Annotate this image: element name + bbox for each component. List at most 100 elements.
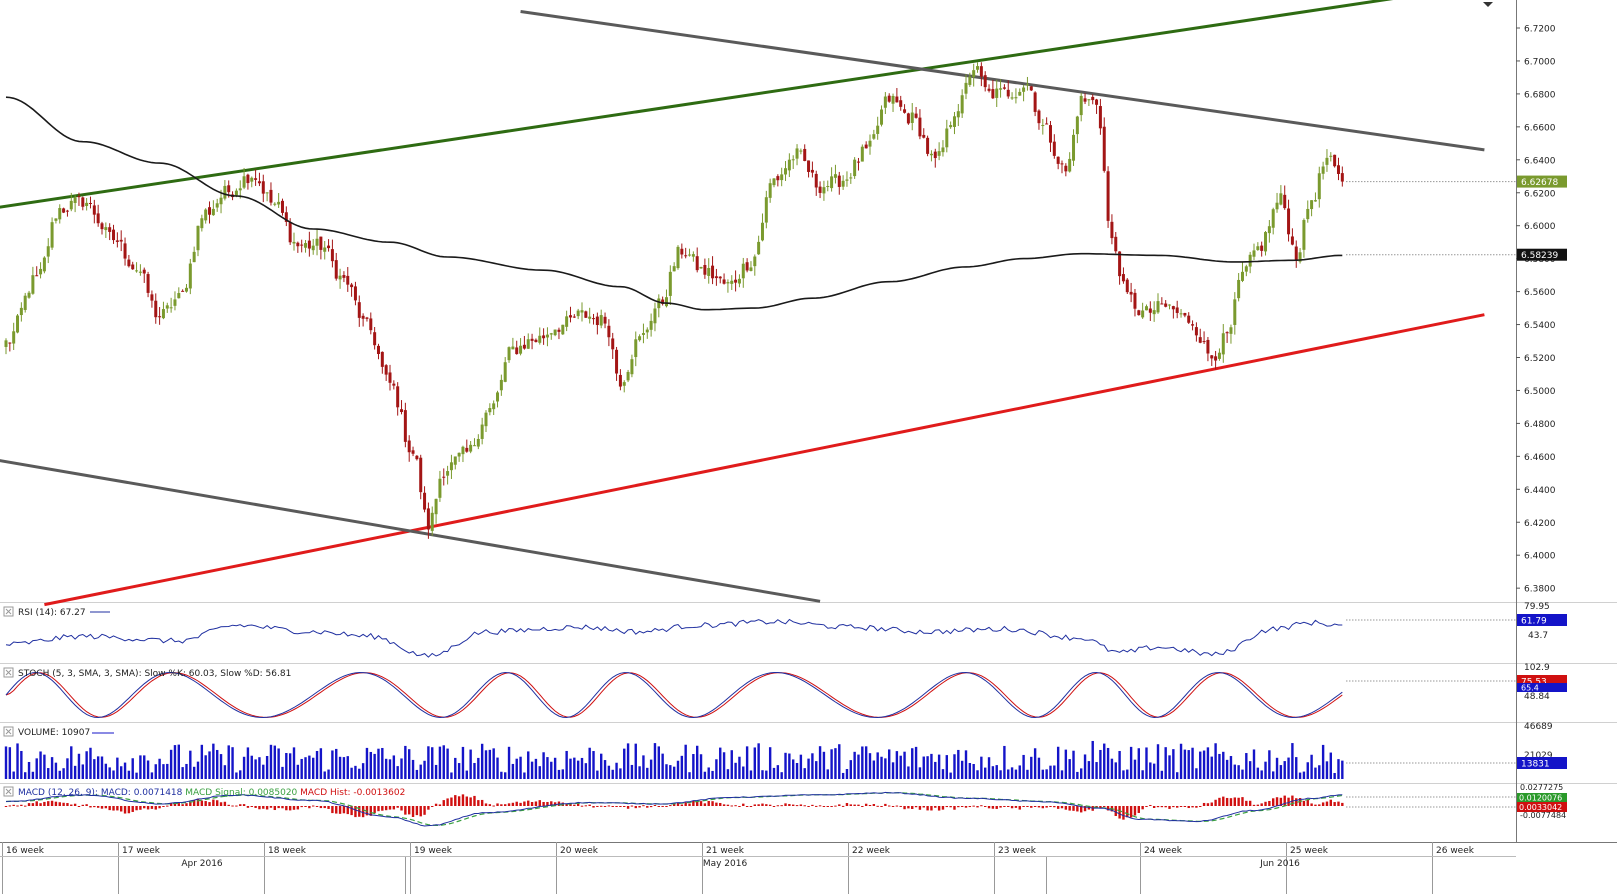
macd-hist-bar	[450, 797, 453, 806]
candle-body	[1060, 163, 1064, 165]
volume-bar	[477, 757, 480, 779]
volume-bar	[1056, 746, 1060, 779]
volume-bar	[454, 757, 457, 779]
volume-bar	[953, 754, 956, 779]
volume-bar	[922, 756, 925, 779]
macd-hist-bar	[400, 806, 403, 811]
macd-hist-bar	[1241, 797, 1244, 806]
candle-body	[16, 315, 20, 333]
macd-hist-bar	[715, 802, 718, 806]
volume-bar	[1206, 747, 1210, 779]
macd-hist-bar	[542, 801, 545, 806]
candle-body	[699, 266, 703, 269]
macd-hist-bar	[949, 806, 952, 808]
macd-hist-bar	[638, 806, 641, 808]
candle-body	[726, 282, 730, 284]
macd-hist-bar	[423, 806, 426, 815]
candle-body	[588, 316, 592, 319]
candle-body	[146, 274, 150, 293]
last-price-tag-label: 6.62678	[1521, 178, 1558, 188]
candle-body	[465, 447, 469, 452]
macd-hist-bar	[492, 805, 495, 807]
volume-bar	[1114, 762, 1117, 779]
volume-bar	[469, 749, 472, 779]
volume-bar	[542, 752, 545, 779]
macd-tick-label: -0.0077484	[1520, 811, 1566, 820]
macd-hist-bar	[139, 806, 142, 810]
macd-hist-bar	[66, 803, 69, 806]
candle-body	[1160, 303, 1164, 305]
price-tick-label: 6.5000	[1524, 387, 1556, 397]
candle-body	[323, 247, 327, 252]
volume-bar	[1030, 756, 1033, 779]
volume-bar	[684, 744, 687, 779]
candle-body	[1248, 254, 1252, 267]
volume-bar	[657, 746, 660, 779]
candle-body	[407, 440, 411, 453]
volume-bar	[849, 760, 852, 779]
volume-bar	[795, 762, 799, 779]
macd-hist-bar	[780, 805, 783, 807]
candle-body	[1083, 98, 1087, 102]
volume-bar	[369, 751, 372, 779]
candle-body	[161, 309, 165, 319]
candle-body	[1068, 158, 1072, 172]
macd-hist-bar	[964, 806, 968, 808]
volume-bar	[914, 746, 918, 779]
volume-bar	[761, 770, 764, 779]
candle-body	[764, 197, 768, 223]
candle-body	[776, 176, 780, 181]
macd-signal-tag	[1517, 802, 1567, 812]
macd-hist-bar	[438, 804, 442, 806]
ma-value-tag-label: 6.58239	[1521, 251, 1558, 261]
volume-bar	[1045, 769, 1048, 779]
volume-last-label: 13831	[1521, 760, 1550, 770]
volume-bar	[1314, 767, 1317, 779]
macd-hist-bar	[319, 806, 323, 809]
macd-hist-bar	[619, 806, 622, 807]
candle-body	[449, 462, 453, 471]
volume-bar	[1248, 761, 1252, 779]
candle-body	[8, 342, 12, 344]
candle-body	[1310, 200, 1314, 210]
volume-bar	[711, 770, 714, 779]
candle-body	[937, 151, 941, 156]
macd-hist-bar	[1279, 797, 1283, 806]
macd-line	[5, 791, 1343, 827]
week-label: 23 week	[998, 846, 1037, 856]
macd-hist-bar	[504, 804, 507, 806]
macd-hist-bar	[1287, 797, 1290, 806]
week-label: 17 week	[122, 846, 161, 856]
macd-hist-bar	[957, 806, 960, 808]
candle-body	[1152, 310, 1156, 315]
volume-bar	[269, 744, 273, 779]
volume-bar	[753, 747, 756, 779]
macd-last-label: 0.0120076	[1519, 794, 1562, 803]
macd-hist-bar	[484, 803, 488, 806]
macd-hist-bar	[457, 796, 461, 806]
volume-bar	[1229, 756, 1233, 779]
candle-body	[841, 180, 845, 187]
volume-bar	[1014, 769, 1018, 779]
volume-bar	[1302, 771, 1306, 779]
macd-hist-bar	[135, 806, 138, 811]
candle-body	[1121, 274, 1125, 282]
volume-bar	[146, 760, 150, 779]
macd-hist-bar	[469, 797, 472, 806]
candle-body	[65, 210, 69, 212]
macd-hist-bar	[16, 805, 19, 807]
volume-bar	[100, 756, 104, 779]
week-label: 24 week	[1144, 846, 1183, 856]
macd-hist-bar	[1195, 806, 1198, 808]
candle-body	[12, 331, 16, 344]
candle-body	[434, 498, 438, 515]
macd-hist-bar	[903, 806, 906, 810]
candle-body	[196, 225, 200, 251]
candle-body	[645, 329, 649, 333]
volume-bar	[1199, 751, 1202, 779]
candle-body	[223, 185, 227, 199]
candle-body	[184, 287, 188, 292]
macd-hist-bar	[384, 806, 388, 811]
volume-bar	[811, 753, 814, 779]
volume-bar	[557, 769, 561, 779]
